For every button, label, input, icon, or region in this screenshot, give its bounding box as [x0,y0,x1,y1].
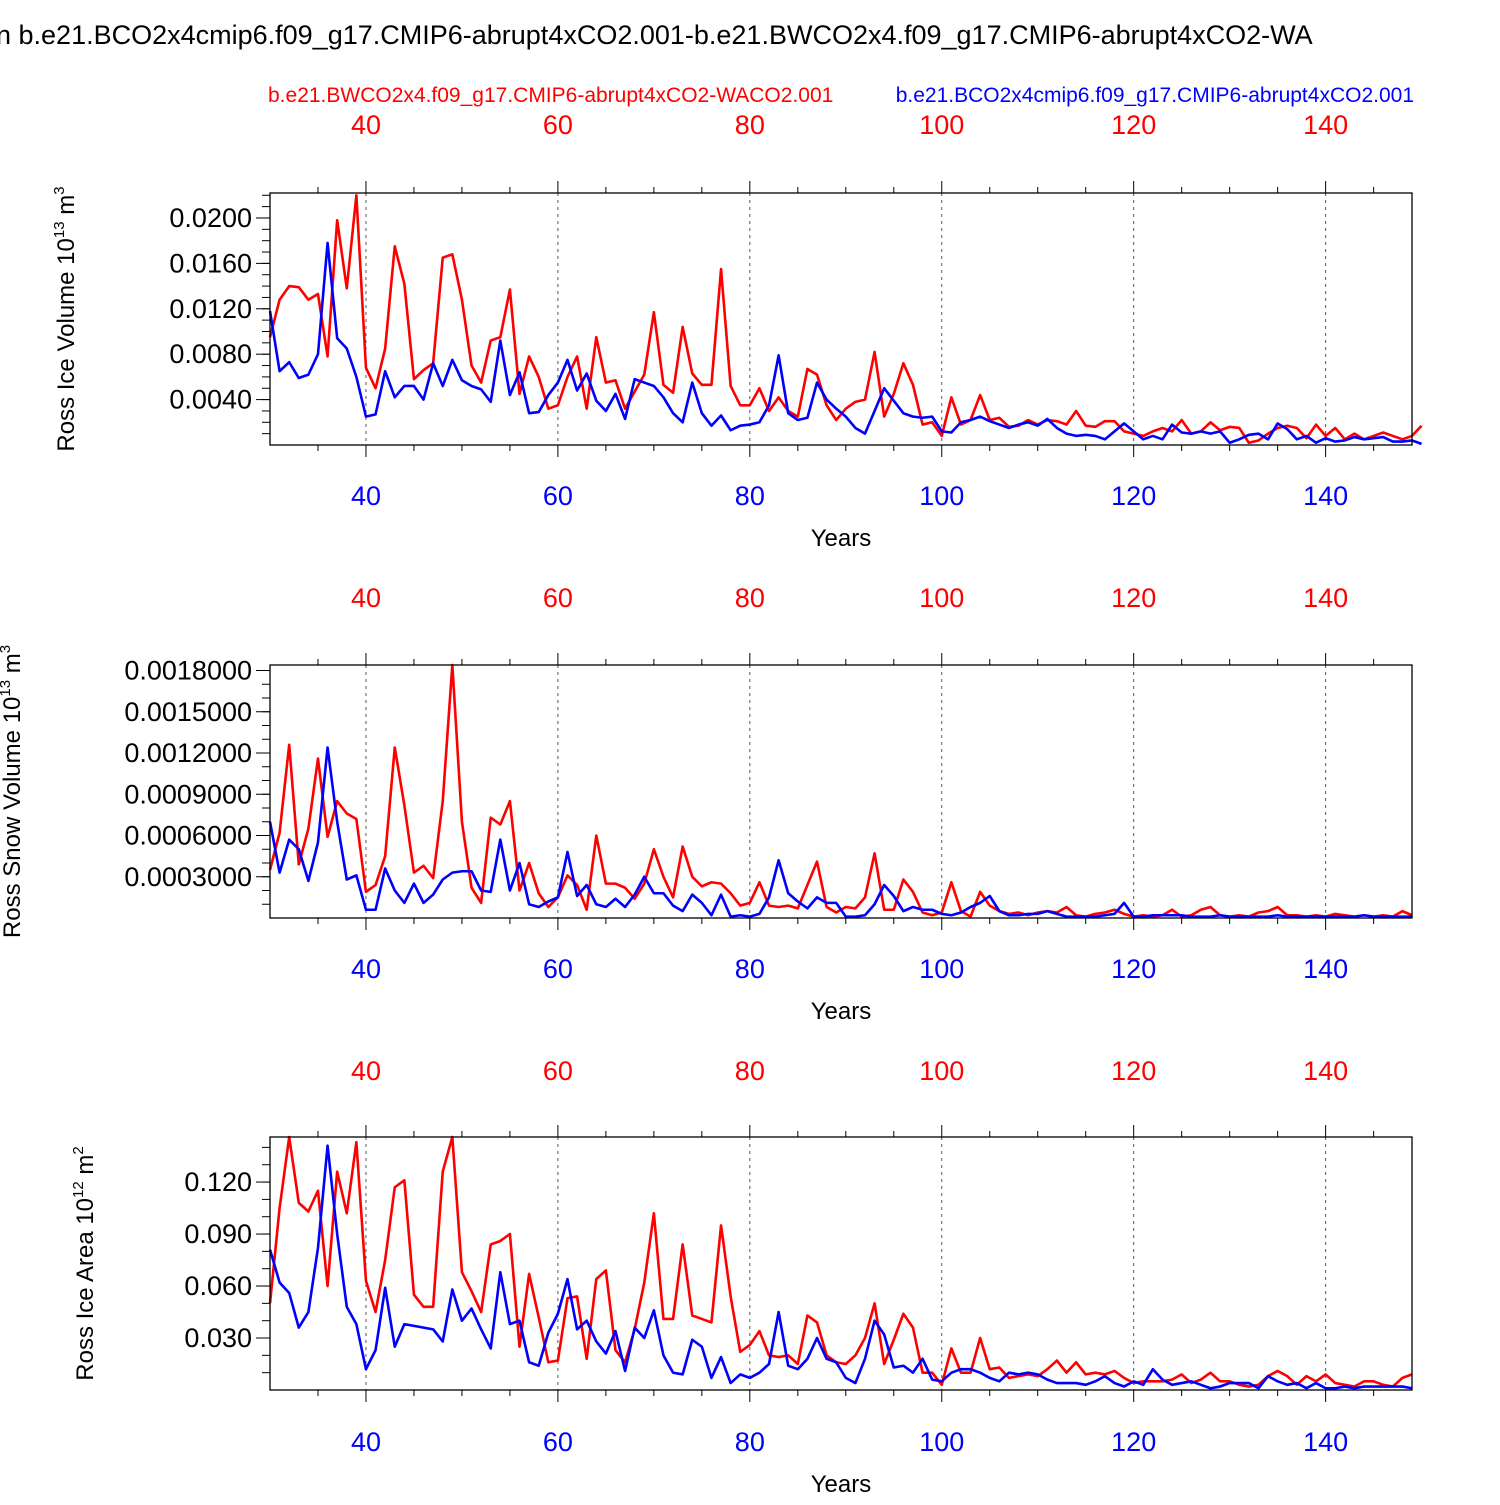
top-legend-red: b.e21.BWCO2x4.f09_g17.CMIP6-abrupt4xCO2-… [268,84,833,107]
y-axis-label-ylabel-exp: 12 [70,1181,87,1198]
x-axis-label: Years [811,1471,872,1498]
top-x-tick-label: 60 [543,110,573,140]
y-tick-label: 0.0003000 [124,862,252,892]
top-x-tick-label: 100 [919,110,964,140]
bottom-x-tick-label: 40 [351,481,381,511]
top-x-tick-label: 40 [351,583,381,613]
bottom-x-tick-label: 60 [543,1427,573,1457]
bottom-x-tick-label: 60 [543,954,573,984]
y-tick-label: 0.0040 [169,385,252,415]
y-tick-label: 0.0200 [169,203,252,233]
bottom-x-tick-label: 120 [1111,481,1156,511]
plot-frame [269,192,1413,446]
bottom-x-tick-label: 100 [919,1427,964,1457]
bottom-x-tick-label: 120 [1111,954,1156,984]
y-axis-label-ylabel-exp: 13 [0,680,14,697]
y-axis-label-ylabel-unit-exp: 3 [51,186,68,194]
y-tick-label: 0.0018000 [124,656,252,686]
y-tick-label: 0.0015000 [124,697,252,727]
bottom-x-tick-label: 80 [735,481,765,511]
top-x-tick-label: 120 [1111,583,1156,613]
bottom-x-tick-label: 120 [1111,1427,1156,1457]
top-x-tick-label: 140 [1303,1056,1348,1086]
y-tick-label: 0.0009000 [124,779,252,809]
y-tick-label: 0.0160 [169,248,252,278]
top-legend-blue: b.e21.BCO2x4cmip6.f09_g17.CMIP6-abrupt4x… [896,84,1414,107]
bottom-x-tick-label: 140 [1303,481,1348,511]
y-tick-label: 0.0080 [169,339,252,369]
bottom-x-tick-label: 40 [351,1427,381,1457]
x-axis-label: Years [811,525,872,552]
panel-2: 40 40 60 60 80 80 100 100 120 120 140 140 0.0003000 0… [0,583,1413,1025]
top-x-tick-label: 100 [919,1056,964,1086]
top-x-tick-label: 120 [1111,110,1156,140]
plot-frame [269,1136,1413,1391]
bottom-x-tick-label: 60 [543,481,573,511]
y-axis-label-ylabel-main: Ross Ice Volume 10 [53,238,80,451]
top-x-tick-label: 120 [1111,1056,1156,1086]
y-tick-label: 0.060 [184,1271,252,1301]
top-x-tick-label: 60 [543,583,573,613]
y-tick-label: 0.0012000 [124,738,252,768]
bottom-x-tick-label: 40 [351,954,381,984]
y-tick-label: 0.0120 [169,294,252,324]
y-axis-label-ylabel-main: Ross Ice Area 10 [72,1198,99,1381]
top-x-tick-label: 80 [735,1056,765,1086]
panels: 40 40 60 60 80 80 100 100 120 120 140 140 0.0040 0.00… [0,110,1423,1498]
series-line-red [268,663,1413,918]
y-tick-label: 0.0006000 [124,821,252,851]
y-tick-label: 0.090 [184,1219,252,1249]
y-axis-label-ylabel-unit: m [0,653,26,680]
y-tick-label: 0.120 [184,1167,252,1197]
bottom-x-tick-label: 100 [919,954,964,984]
y-axis-label: Ross Ice Volume 1013 m3 [51,186,80,451]
top-x-tick-label: 80 [735,110,765,140]
bottom-x-tick-label: 80 [735,1427,765,1457]
bottom-x-tick-label: 100 [919,481,964,511]
top-x-tick-label: 140 [1303,583,1348,613]
bottom-x-tick-label: 140 [1303,954,1348,984]
y-axis-label-ylabel-unit-exp: 2 [70,1146,87,1154]
x-axis-label: Years [811,998,872,1025]
y-tick-label: 0.030 [184,1323,252,1353]
top-x-tick-label: 100 [919,583,964,613]
top-x-tick-label: 40 [351,110,381,140]
y-axis-label: Ross Snow Volume 1013 m3 [0,645,26,938]
figure-title: n b.e21.BCO2x4cmip6.f09_g17.CMIP6-abrupt… [0,20,1313,50]
series-line-blue [268,241,1423,446]
bottom-x-tick-label: 80 [735,954,765,984]
series-line-blue [268,746,1412,918]
top-x-tick-label: 140 [1303,110,1348,140]
top-x-tick-label: 40 [351,1056,381,1086]
y-axis-label-ylabel-unit-exp: 3 [0,645,14,653]
top-x-tick-label: 60 [543,1056,573,1086]
y-axis-label-ylabel-unit: m [72,1155,99,1182]
series-line-red [268,193,1423,445]
y-axis-label-ylabel-exp: 13 [51,221,68,238]
top-x-tick-label: 80 [735,583,765,613]
y-axis-label-ylabel-main: Ross Snow Volume 10 [0,697,26,938]
plot-frame [269,664,1413,919]
bottom-x-tick-label: 140 [1303,1427,1348,1457]
y-axis-label: Ross Ice Area 1012 m2 [70,1146,99,1380]
series-line-red [268,1135,1413,1388]
panel-3: 40 40 60 60 80 80 100 100 120 120 140 140 0.030 0.060… [70,1056,1413,1498]
panel-1: 40 40 60 60 80 80 100 100 120 120 140 140 0.0040 0.00… [51,110,1423,552]
y-axis-label-ylabel-unit: m [53,195,80,222]
series-line-blue [268,1144,1413,1390]
